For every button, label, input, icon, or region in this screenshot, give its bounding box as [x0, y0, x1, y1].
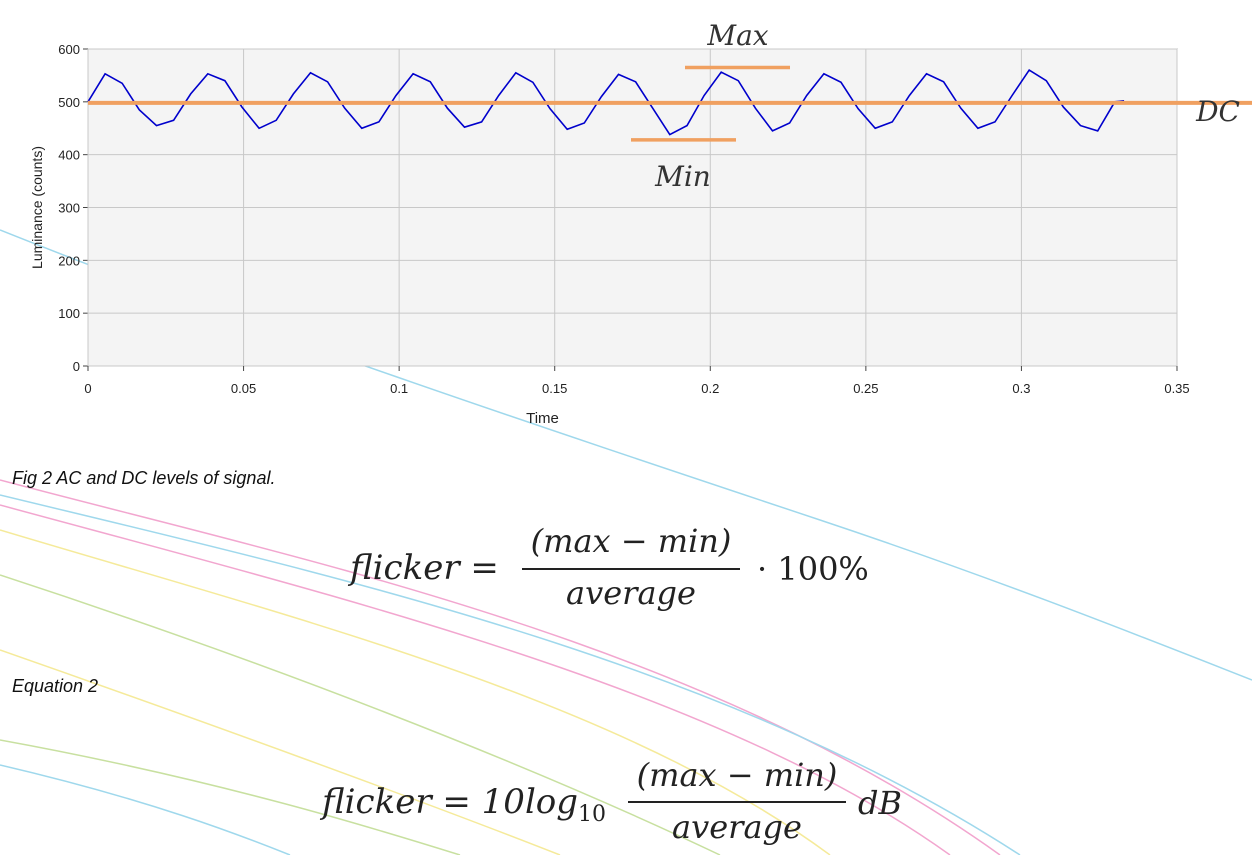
max-label: Max [706, 19, 768, 52]
eq2-lhs-text: flicker = 10log [322, 782, 579, 822]
eq1-numerator: (max − min) [530, 522, 732, 560]
eq2-fraction-line [628, 801, 846, 803]
equation-caption: Equation 2 [12, 676, 99, 696]
x-tick-label: 0 [84, 381, 91, 396]
dc-label: DC [1195, 95, 1240, 128]
min-label: Min [654, 160, 711, 193]
x-tick-label: 0.3 [1012, 381, 1030, 396]
eq2-subscript: 10 [578, 802, 607, 827]
x-tick-label: 0.35 [1164, 381, 1189, 396]
y-tick-label: 500 [58, 95, 80, 110]
x-tick-label: 0.25 [853, 381, 878, 396]
x-axis-label: Time [526, 410, 559, 427]
eq1-lhs: flicker = [350, 548, 499, 588]
y-tick-label: 600 [58, 42, 80, 57]
y-axis-label: Luminance (counts) [29, 146, 45, 269]
eq2-numerator: (max − min) [636, 756, 838, 794]
y-tick-label: 400 [58, 148, 80, 163]
y-tick-label: 200 [58, 253, 80, 268]
eq2-denominator: average [672, 808, 802, 846]
eq2-lhs: flicker = 10log10 [322, 782, 606, 827]
y-tick-label: 0 [73, 359, 80, 374]
figure-caption: Fig 2 AC and DC levels of signal. [12, 468, 276, 488]
y-tick-label: 300 [58, 201, 80, 216]
x-tick-label: 0.2 [701, 381, 719, 396]
eq1-rhs: · 100% [757, 550, 869, 588]
luminance-chart: 0 100 200 300 400 500 600 0 0.05 0.1 0.15 0.2 0.25 0.… [29, 19, 1252, 427]
x-tick-label: 0.1 [390, 381, 408, 396]
eq1-fraction-line [522, 568, 740, 570]
x-tick-label: 0.15 [542, 381, 567, 396]
y-tick-label: 100 [58, 306, 80, 321]
eq2-rhs: dB [858, 784, 902, 822]
eq1-denominator: average [566, 574, 696, 612]
x-tick-label: 0.05 [231, 381, 256, 396]
